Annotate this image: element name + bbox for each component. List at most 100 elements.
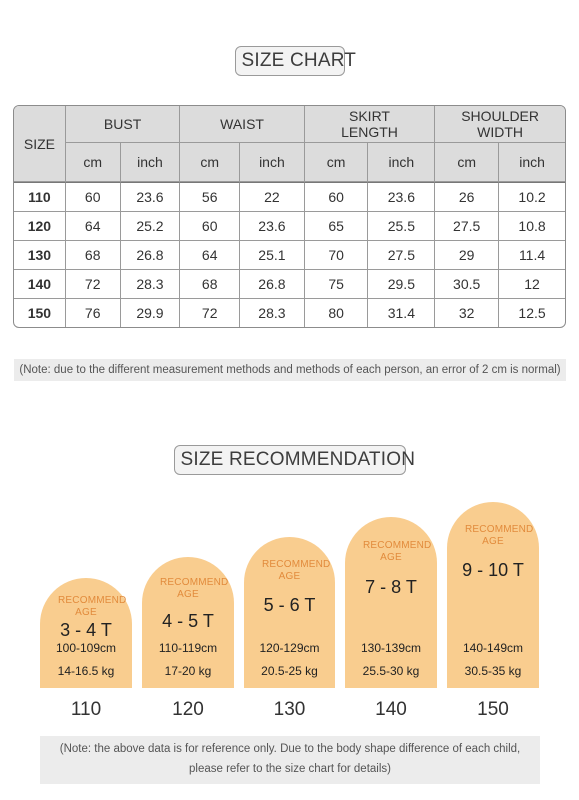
table-row: 130 68 26.8 64 25.1 70 27.5 29 11.4 xyxy=(14,241,565,270)
measurement-cell: 31.4 xyxy=(368,299,436,327)
measurement-cell: 12.5 xyxy=(518,305,546,321)
measurement-cell: 27.5 xyxy=(368,241,436,270)
top-mark: · xyxy=(126,0,129,5)
recommend-age-label: RECOMMEND AGE xyxy=(160,577,229,600)
recommendation-card: RECOMMEND AGE 3 - 4 T 100-109cm 14-16.5 kg xyxy=(40,578,132,688)
height-range: 130-139cm xyxy=(360,641,422,655)
weight-range: 30.5-35 kg xyxy=(464,664,522,678)
height-range: 110-119cm xyxy=(158,641,218,655)
measurement-cell: 68 xyxy=(65,241,121,270)
recommendation-note-line1: (Note: the above data is for reference o… xyxy=(59,743,521,755)
measurement-cell: 10.2 xyxy=(499,182,565,212)
weight-range: 14-16.5 kg xyxy=(57,664,115,678)
measurement-cell: 75 xyxy=(304,270,369,299)
recommended-size: 140 xyxy=(375,699,407,720)
measurement-cell: 68 xyxy=(180,270,241,299)
size-chart-note: (Note: due to the different measurement … xyxy=(14,359,566,381)
table-row: 120 64 25.2 60 23.6 65 25.5 27.5 10.8 xyxy=(14,212,565,241)
unit-header: cm xyxy=(180,143,241,182)
measurement-cell: 27.5 xyxy=(435,212,500,241)
measurement-cell: 11.4 xyxy=(499,241,565,270)
weight-range: 20.5-25 kg xyxy=(261,664,318,678)
height-range: 140-149cm xyxy=(462,641,524,655)
measurement-cell: 60 xyxy=(65,182,121,212)
size-cell: 110 xyxy=(14,182,66,212)
size-cell: 130 xyxy=(14,241,66,270)
measurement-cell: 72 xyxy=(65,270,121,299)
size-chart-table: SIZE BUST WAIST SKIRT LENGTH SHOULDER WI… xyxy=(13,105,566,328)
age-range: 4 - 5 T xyxy=(162,611,214,631)
table-row: 150 76 29.9 72 28.3 80 31.4 32 12.5 xyxy=(14,299,565,327)
weight-range: 25.5-30 kg xyxy=(362,664,420,678)
age-range: 5 - 6 T xyxy=(263,595,316,615)
recommend-age-label: RECOMMEND AGE xyxy=(465,524,534,547)
measurement-cell: 23.6 xyxy=(240,212,305,241)
measurement-cell: 65 xyxy=(304,212,369,241)
bust-header: BUST xyxy=(65,106,181,143)
recommendation-card: RECOMMEND AGE 5 - 6 T 120-129cm 20.5-25 kg xyxy=(244,537,335,688)
measurement-cell: 26.8 xyxy=(120,241,181,270)
skirt-length-label: SKIRT LENGTH xyxy=(341,108,398,140)
shoulder-width-label: SHOULDER WIDTH xyxy=(461,108,539,140)
recommendation-card: RECOMMEND AGE 4 - 5 T 110-119cm 17-20 kg xyxy=(142,557,234,688)
shoulder-width-header: SHOULDER WIDTH xyxy=(435,106,565,143)
size-recommendation-title: SIZE RECOMMENDATION xyxy=(173,445,415,475)
measurement-cell: 30.5 xyxy=(435,270,500,299)
measurement-cell: 64 xyxy=(180,241,241,270)
measurement-cell: 72 xyxy=(180,299,241,327)
measurement-cell: 64 xyxy=(65,212,121,241)
size-cell: 150 xyxy=(14,299,66,327)
measurement-cell: 25.1 xyxy=(240,241,305,270)
recommended-size: 120 xyxy=(172,699,204,720)
unit-header: cm xyxy=(435,143,500,182)
unit-header: inch xyxy=(499,143,565,182)
measurement-cell: 32 xyxy=(435,299,500,327)
height-range: 100-109cm xyxy=(55,641,117,655)
unit-header: inch xyxy=(368,143,436,182)
measurement-cell: 28.3 xyxy=(240,299,305,327)
unit-header: inch xyxy=(120,143,181,182)
recommended-size: 130 xyxy=(273,699,306,720)
measurement-cell: 23.6 xyxy=(368,182,436,212)
measurement-cell: 25.5 xyxy=(368,212,436,241)
measurement-cell: 12 xyxy=(499,270,565,299)
measurement-cell: 10.8 xyxy=(499,212,565,241)
unit-header: cm xyxy=(304,143,369,182)
measurement-cell: 76 xyxy=(66,299,121,327)
age-range: 7 - 8 T xyxy=(365,577,417,597)
measurement-cell: 60 xyxy=(180,212,241,241)
table-row: 140 72 28.3 68 26.8 75 29.5 30.5 12 xyxy=(14,270,565,299)
height-range: 120-129cm xyxy=(259,641,320,655)
measurement-cell: 56 xyxy=(180,182,241,212)
recommend-age-label: RECOMMEND AGE xyxy=(58,595,127,618)
recommended-size: 150 xyxy=(477,699,509,720)
size-chart-title: SIZE CHART xyxy=(234,46,356,76)
age-range: 3 - 4 T xyxy=(60,620,112,640)
measurement-cell: 29 xyxy=(435,241,500,270)
recommendation-note-line2: please refer to the size chart for detai… xyxy=(189,763,391,775)
unit-header: cm xyxy=(65,143,121,182)
unit-header: inch xyxy=(240,143,305,182)
recommendation-card: RECOMMEND AGE 9 - 10 T 140-149cm 30.5-35 kg xyxy=(447,502,539,688)
size-header: SIZE xyxy=(14,106,66,182)
waist-header: WAIST xyxy=(180,106,305,143)
recommend-age-label: RECOMMEND AGE xyxy=(363,540,432,563)
measurement-cell: 29.9 xyxy=(121,299,181,327)
measurement-cell: 22 xyxy=(240,182,305,212)
table-row: 110 60 23.6 56 22 60 23.6 26 10.2 xyxy=(14,182,565,212)
measurement-cell: 23.6 xyxy=(120,182,181,212)
size-cell: 120 xyxy=(14,212,66,241)
skirt-length-header: SKIRT LENGTH xyxy=(304,106,436,143)
measurement-cell: 26.8 xyxy=(240,270,305,299)
recommendation-note: (Note: the above data is for reference o… xyxy=(40,736,540,784)
measurement-cell: 28.3 xyxy=(120,270,181,299)
measurement-cell: 80 xyxy=(305,299,369,327)
size-cell: 140 xyxy=(14,270,66,299)
recommended-size: 110 xyxy=(70,699,102,720)
recommendation-card: RECOMMEND AGE 7 - 8 T 130-139cm 25.5-30 kg xyxy=(345,517,437,688)
measurement-cell: 29.5 xyxy=(368,270,436,299)
measurement-cell: 70 xyxy=(304,241,369,270)
recommend-age-label: RECOMMEND AGE xyxy=(262,559,331,582)
measurement-cell: 60 xyxy=(304,182,369,212)
age-range: 9 - 10 T xyxy=(462,560,524,580)
